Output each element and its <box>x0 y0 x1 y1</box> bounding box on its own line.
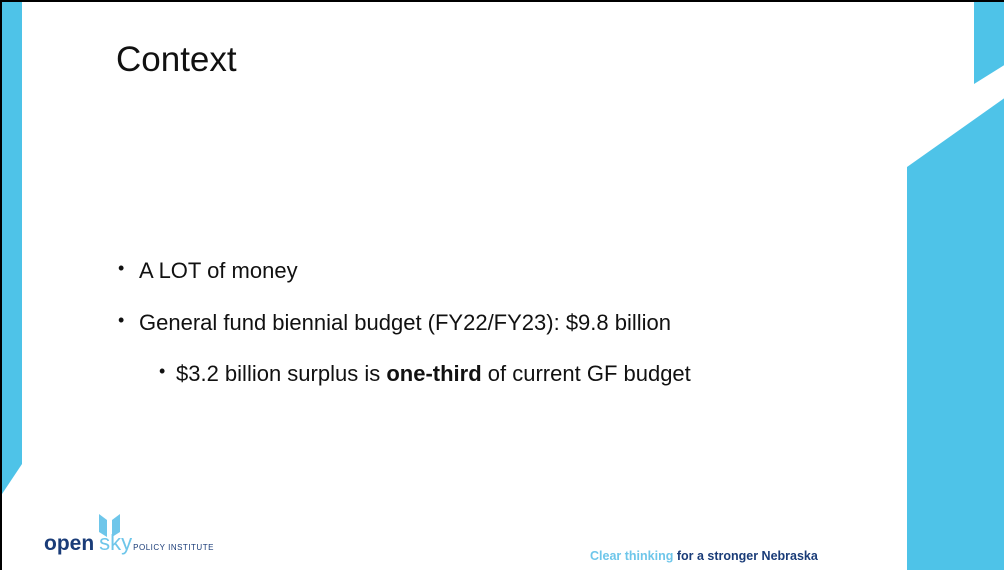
logo-icon-right <box>112 514 120 537</box>
logo-sub: POLICY INSTITUTE <box>133 543 214 552</box>
text-part: $3.2 billion surplus is <box>176 361 387 386</box>
logo-icon-left <box>99 514 107 537</box>
bullet: • <box>159 361 166 381</box>
tagline: Clear thinking for a stronger Nebraska <box>590 549 818 563</box>
slide-title: Context <box>116 40 237 79</box>
bold-text: one-third <box>386 361 482 386</box>
sub-bullet-text: $3.2 billion surplus is one-third of cur… <box>176 361 691 387</box>
bullet: • <box>118 258 125 278</box>
tagline-part: Clear thinking <box>590 549 674 563</box>
logo-open: open <box>44 532 95 555</box>
logo-sky: sky <box>99 530 133 555</box>
top-right-strip <box>974 2 1004 84</box>
bullet-text: General fund biennial budget (FY22/FY23)… <box>139 310 672 335</box>
bullet: • <box>118 310 125 330</box>
right-shape <box>907 98 1004 570</box>
bullet-text: A LOT of money <box>139 258 298 283</box>
text-part: of current GF budget <box>481 361 691 386</box>
tagline-part: for a stronger Nebraska <box>673 549 818 563</box>
logo: open skyPOLICY INSTITUTE <box>44 530 214 556</box>
left-strip <box>2 2 22 494</box>
